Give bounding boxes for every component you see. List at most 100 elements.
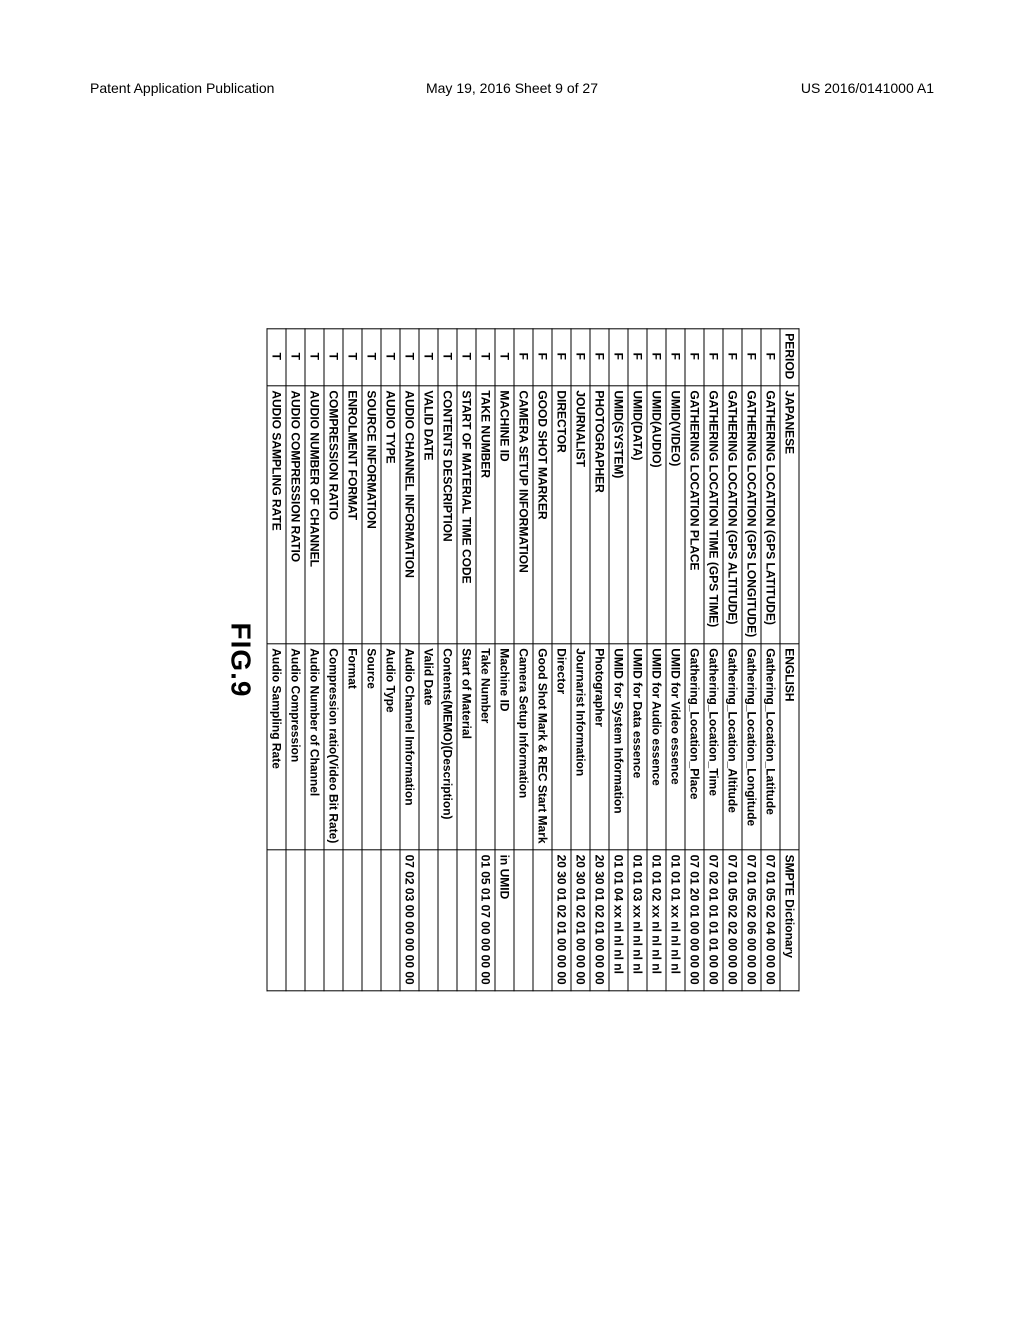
cell-english: Take Number [476,644,495,850]
cell-english: UMID for Audio essence [647,644,666,850]
cell-english: Good Shot Mark & REC Start Mark [533,644,552,850]
cell-english: Gathering_Location_Time [704,644,723,850]
table-row: TAUDIO COMPRESSION RATIOAudio Compressio… [286,329,305,991]
cell-smpte: 20 30 01 02 01 00 00 00 [552,850,571,991]
cell-english: Audio Sampling Rate [267,644,286,850]
cell-smpte: 07 01 20 01 00 00 00 00 [685,850,704,991]
cell-english: Valid Date [419,644,438,850]
header-left: Patent Application Publication [90,80,274,96]
table-row: TSTART OF MATERIAL TIME CODEStart of Mat… [457,329,476,991]
table-row: FGATHERING LOCATION (GPS LONGITUDE)Gathe… [742,329,761,991]
cell-english: Audio Channel Imformation [400,644,419,850]
cell-english: Audio Type [381,644,400,850]
cell-japanese: GATHERING LOCATION (GPS LATITUDE) [761,386,780,644]
cell-english: Format [343,644,362,850]
table-row: FGATHERING LOCATION (GPS ALTITUDE)Gather… [723,329,742,991]
cell-smpte: 01 05 01 07 00 00 00 00 [476,850,495,991]
cell-smpte [305,850,324,991]
cell-japanese: VALID DATE [419,386,438,644]
cell-period: T [381,329,400,386]
table-row: TVALID DATEValid Date [419,329,438,991]
table-row: FGATHERING LOCATION PLACEGathering_Locat… [685,329,704,991]
table-row: FUMID(SYSTEM)UMID for System Information… [609,329,628,991]
cell-english: Director [552,644,571,850]
cell-japanese: GATHERING LOCATION (GPS ALTITUDE) [723,386,742,644]
cell-english: Audio Compression [286,644,305,850]
cell-japanese: UMID(SYSTEM) [609,386,628,644]
cell-smpte [514,850,533,991]
cell-period: T [438,329,457,386]
cell-smpte: 01 01 02 xx nl nl nl nl [647,850,666,991]
cell-period: T [495,329,514,386]
table-row: FGATHERING LOCATION (GPS LATITUDE)Gather… [761,329,780,991]
table-row: FJOURNALISTJournarist Information20 30 0… [571,329,590,991]
table-row: FUMID(DATA)UMID for Data essence01 01 03… [628,329,647,991]
cell-period: T [324,329,343,386]
cell-japanese: ENROLMENT FORMAT [343,386,362,644]
cell-period: T [286,329,305,386]
cell-period: T [419,329,438,386]
cell-smpte [324,850,343,991]
cell-english: Start of Material [457,644,476,850]
cell-english: Audio Number of Channel [305,644,324,850]
cell-english: Machine ID [495,644,514,850]
table-row: TMACHINE IDMachine IDin UMID [495,329,514,991]
cell-japanese: UMID(VIDEO) [666,386,685,644]
cell-period: F [514,329,533,386]
cell-japanese: UMID(DATA) [628,386,647,644]
table-row: TENROLMENT FORMATFormat [343,329,362,991]
table-row: TSOURCE INFORMATIONSource [362,329,381,991]
cell-smpte [533,850,552,991]
col-header-period: PERIOD [780,329,799,386]
cell-japanese: AUDIO NUMBER OF CHANNEL [305,386,324,644]
cell-english: UMID for System Information [609,644,628,850]
cell-japanese: CAMERA SETUP INFORMATION [514,386,533,644]
cell-smpte: 07 01 05 02 02 00 00 00 [723,850,742,991]
cell-period: F [647,329,666,386]
cell-period: F [533,329,552,386]
table-row: TTAKE NUMBERTake Number01 05 01 07 00 00… [476,329,495,991]
cell-english: Source [362,644,381,850]
cell-japanese: AUDIO CHANNEL INFORMATION [400,386,419,644]
cell-period: T [362,329,381,386]
cell-english: Camera Setup Information [514,644,533,850]
cell-english: Gathering_Location_Latitude [761,644,780,850]
cell-english: UMID for Data essence [628,644,647,850]
cell-japanese: SOURCE INFORMATION [362,386,381,644]
cell-smpte [343,850,362,991]
cell-period: F [590,329,609,386]
cell-japanese: AUDIO TYPE [381,386,400,644]
col-header-smpte: SMPTE Dictionary [780,850,799,991]
cell-japanese: TAKE NUMBER [476,386,495,644]
cell-japanese: JOURNALIST [571,386,590,644]
cell-period: T [305,329,324,386]
cell-japanese: DIRECTOR [552,386,571,644]
cell-period: F [628,329,647,386]
table-row: TCOMPRESSION RATIOCompression ratio(Vide… [324,329,343,991]
cell-smpte [438,850,457,991]
figure-9: PERIOD JAPANESE ENGLISH SMPTE Dictionary… [225,328,800,991]
figure-label: FIG.9 [225,328,257,991]
cell-english: Gathering_Location_Altitude [723,644,742,850]
cell-japanese: AUDIO SAMPLING RATE [267,386,286,644]
cell-smpte: 01 01 01 xx nl nl nl nl [666,850,685,991]
cell-smpte: 20 30 01 02 01 00 00 00 [590,850,609,991]
cell-english: Gathering_Location_Place [685,644,704,850]
cell-japanese: AUDIO COMPRESSION RATIO [286,386,305,644]
cell-smpte: 07 02 01 01 01 01 00 00 [704,850,723,991]
cell-smpte: 20 30 01 02 01 00 00 00 [571,850,590,991]
cell-smpte [362,850,381,991]
cell-smpte [457,850,476,991]
table-row: FUMID(AUDIO)UMID for Audio essence01 01 … [647,329,666,991]
cell-english: Journarist Information [571,644,590,850]
cell-smpte [419,850,438,991]
table-row: TAUDIO TYPEAudio Type [381,329,400,991]
cell-period: T [400,329,419,386]
cell-period: F [742,329,761,386]
cell-period: T [457,329,476,386]
table-row: TAUDIO CHANNEL INFORMATIONAudio Channel … [400,329,419,991]
cell-smpte: 01 01 04 xx nl nl nl nl [609,850,628,991]
cell-period: F [723,329,742,386]
cell-english: UMID for Video essence [666,644,685,850]
header-center: May 19, 2016 Sheet 9 of 27 [426,80,598,96]
